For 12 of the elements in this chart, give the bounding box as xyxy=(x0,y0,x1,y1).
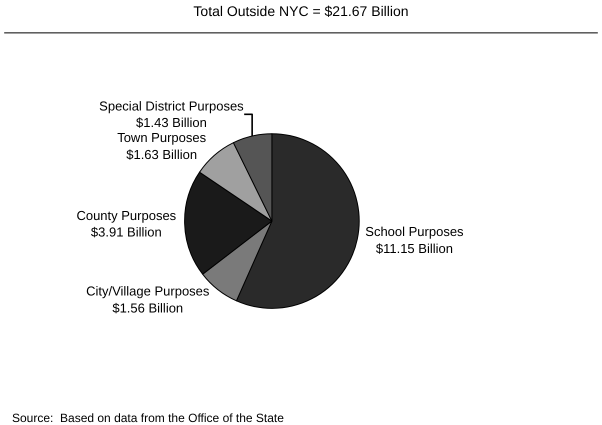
slice-label: County Purposes xyxy=(76,208,177,223)
data-label: $1.56 Billion xyxy=(112,300,184,316)
slice-label: City/Village Purposes xyxy=(86,284,210,299)
slice-label: School Purposes xyxy=(365,224,464,239)
data-label: $3.91 Billion xyxy=(90,224,162,240)
data-label: $1.63 Billion xyxy=(126,147,198,162)
slice-label: Town Purposes xyxy=(117,130,207,146)
source-note: Source: Based on data from the Office of the State xyxy=(12,411,284,425)
slice-label: Special District Purposes xyxy=(99,98,244,114)
data-label: $1.43 Billion xyxy=(136,115,207,130)
data-label: $11.15 Billion xyxy=(376,240,453,256)
chart-title: Total Outside NYC = $21.67 Billion xyxy=(193,3,409,20)
